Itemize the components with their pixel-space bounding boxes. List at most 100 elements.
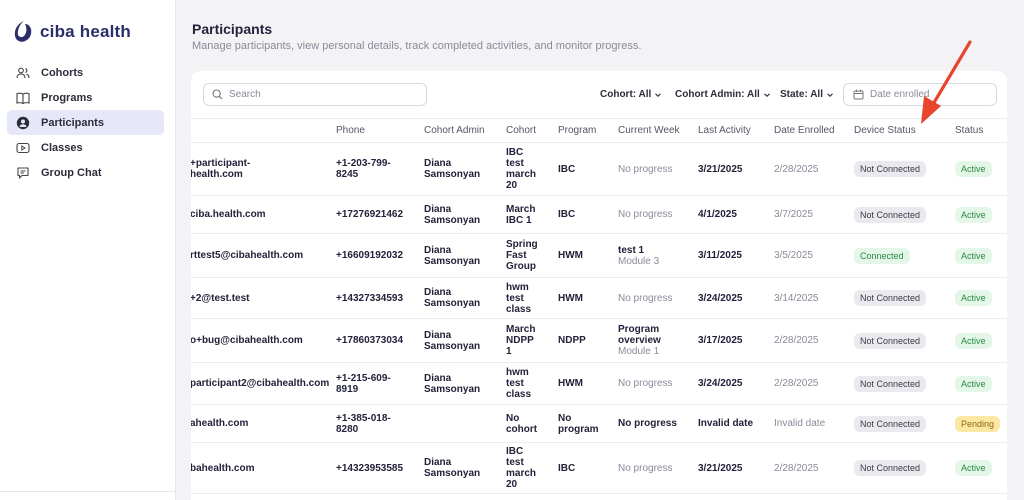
cell-last-activity-text: Invalid date <box>698 418 754 429</box>
person-icon <box>16 116 30 129</box>
users-icon <box>16 67 30 78</box>
cell-email: o+bug@cibahealth.com <box>191 318 336 363</box>
cell-phone: +14323953585 <box>336 442 424 494</box>
chevron-down-icon <box>655 92 662 97</box>
table-row[interactable]: +participant- health.com +1-203-799- 8245… <box>191 142 1007 196</box>
cell-phone-text: +1-203-799- 8245 <box>336 158 391 180</box>
table-row[interactable]: rttest5@cibahealth.com +16609192032 Diana … <box>191 233 1007 278</box>
brand-logo[interactable]: ciba health <box>12 20 131 44</box>
cell-status: Active <box>955 277 1007 319</box>
filter-state[interactable]: State: All <box>780 89 834 100</box>
filter-cohort[interactable]: Cohort: All <box>600 89 662 100</box>
cell-cohort-admin: Diana Samsonyan <box>424 195 506 234</box>
cell-status: Active <box>955 442 1007 494</box>
cell-email: ciba.health.com <box>191 195 336 234</box>
play-icon <box>16 142 30 153</box>
column-header-phone[interactable]: Phone <box>336 118 424 143</box>
column-header-cohort-admin[interactable]: Cohort Admin <box>424 118 506 143</box>
status-badge: Active <box>955 332 992 349</box>
cell-last-activity: 3/21/2025 <box>698 142 774 196</box>
column-header-cohort[interactable]: Cohort <box>506 118 558 143</box>
device-status-badge: Not Connected <box>854 332 927 349</box>
cell-cohort-text: hwm test class <box>506 367 532 400</box>
ciba-logo-icon <box>14 21 32 42</box>
table-row[interactable]: o+bug@cibahealth.com +17860373034 Diana Sa… <box>191 318 1007 363</box>
cell-cohort-text: hwm test class <box>506 281 532 315</box>
table-row[interactable]: +2@test.test +14327334593 Diana Samsonyan h… <box>191 277 1007 319</box>
participants-table: Phone Cohort Admin Cohort Program Curren… <box>191 118 1007 494</box>
cell-email-text: ahealth.com <box>191 418 249 429</box>
sidebar-item-participants[interactable]: Participants <box>7 110 164 135</box>
cell-cohort-admin: Diana Samsonyan <box>424 233 506 278</box>
cell-email: ahealth.com <box>191 404 336 443</box>
sidebar-item-programs[interactable]: Programs <box>7 85 164 110</box>
cell-program: HWM <box>558 362 618 405</box>
column-header-device-status[interactable]: Device Status <box>854 118 955 143</box>
current-week-text: No progress <box>618 418 677 429</box>
cell-cohort-admin: Diana Samsonyan <box>424 318 506 363</box>
sidebar-item-label: Group Chat <box>41 166 102 179</box>
cell-program: No program <box>558 404 618 443</box>
column-header-program[interactable]: Program <box>558 118 618 143</box>
cell-current-week: No progress <box>618 404 698 443</box>
cell-cohort: hwm test class <box>506 277 558 319</box>
column-header-current-week[interactable]: Current Week <box>618 118 698 143</box>
cell-email-text: o+bug@cibahealth.com <box>191 335 303 346</box>
cell-phone: +14327334593 <box>336 277 424 319</box>
cell-cohort-text: March NDPP 1 <box>506 324 536 357</box>
cell-phone-text: +1-215-609- 8919 <box>336 372 391 395</box>
table-row[interactable]: ciba.health.com +17276921462 Diana Samsony… <box>191 195 1007 234</box>
sidebar: ciba health Cohorts Programs Participant… <box>0 0 176 500</box>
cell-phone: +17860373034 <box>336 318 424 363</box>
table-row[interactable]: bahealth.com +14323953585 Diana Samsonyan I… <box>191 442 1007 494</box>
cell-last-activity: 3/17/2025 <box>698 318 774 363</box>
cell-email-text: ciba.health.com <box>191 209 266 220</box>
cell-status: Active <box>955 362 1007 405</box>
column-header-email <box>191 118 336 143</box>
cell-cohort-admin: Diana Samsonyan <box>424 442 506 494</box>
column-header-last-activity[interactable]: Last Activity <box>698 118 774 143</box>
cell-email: participant2@cibahealth.com <box>191 362 336 405</box>
cell-status: Active <box>955 195 1007 234</box>
sidebar-item-cohorts[interactable]: Cohorts <box>7 60 164 85</box>
current-week-text: No progress <box>618 378 673 389</box>
table-header-row: Phone Cohort Admin Cohort Program Curren… <box>191 118 1007 143</box>
table-row[interactable]: ahealth.com +1-385-018- 8280 No cohort No p… <box>191 404 1007 443</box>
device-status-badge: Not Connected <box>854 415 927 432</box>
cell-last-activity: 4/1/2025 <box>698 195 774 234</box>
column-header-status[interactable]: Status <box>955 118 1007 143</box>
sidebar-item-classes[interactable]: Classes <box>7 135 164 160</box>
cell-phone-text: +14323953585 <box>336 462 404 474</box>
cell-program: IBC <box>558 195 618 234</box>
cell-device-status: Not Connected <box>854 277 955 319</box>
cell-current-week: No progress <box>618 277 698 319</box>
cell-program-text: NDPP <box>558 335 586 346</box>
cell-program-text: IBC <box>558 163 576 175</box>
cell-device-status: Connected <box>854 233 955 278</box>
cell-last-activity-text: 3/21/2025 <box>698 163 743 175</box>
cell-cohort-admin-text: Diana Samsonyan <box>424 158 481 180</box>
cell-phone: +1-385-018- 8280 <box>336 404 424 443</box>
cell-email-text: rttest5@cibahealth.com <box>191 250 304 261</box>
cell-cohort-admin: Diana Samsonyan <box>424 277 506 319</box>
date-enrolled-picker[interactable]: Date enrolled <box>843 83 997 106</box>
column-header-date-enrolled[interactable]: Date Enrolled <box>774 118 854 143</box>
cell-last-activity-text: 3/21/2025 <box>698 462 743 474</box>
cell-email-text: +2@test.test <box>191 292 250 304</box>
cell-program-text: HWM <box>558 378 583 389</box>
sidebar-item-group-chat[interactable]: Group Chat <box>7 160 164 185</box>
cell-email-text: participant2@cibahealth.com <box>191 378 330 389</box>
cell-program: HWM <box>558 233 618 278</box>
cell-current-week: test 1 Module 3 <box>618 233 698 278</box>
chevron-down-icon <box>827 92 833 97</box>
search-input[interactable]: Search <box>203 83 427 106</box>
cell-program-text: No program <box>558 412 599 435</box>
cell-cohort: hwm test class <box>506 362 558 405</box>
filter-cohort-admin[interactable]: Cohort Admin: All <box>675 89 771 100</box>
cell-device-status: Not Connected <box>854 442 955 494</box>
table-row[interactable]: participant2@cibahealth.com +1-215-609- 8… <box>191 362 1007 405</box>
cell-date-enrolled: 2/28/2025 <box>774 318 854 363</box>
cell-program-text: IBC <box>558 209 576 220</box>
cell-date-enrolled-text: 3/14/2025 <box>774 292 819 304</box>
chat-icon <box>17 166 29 179</box>
